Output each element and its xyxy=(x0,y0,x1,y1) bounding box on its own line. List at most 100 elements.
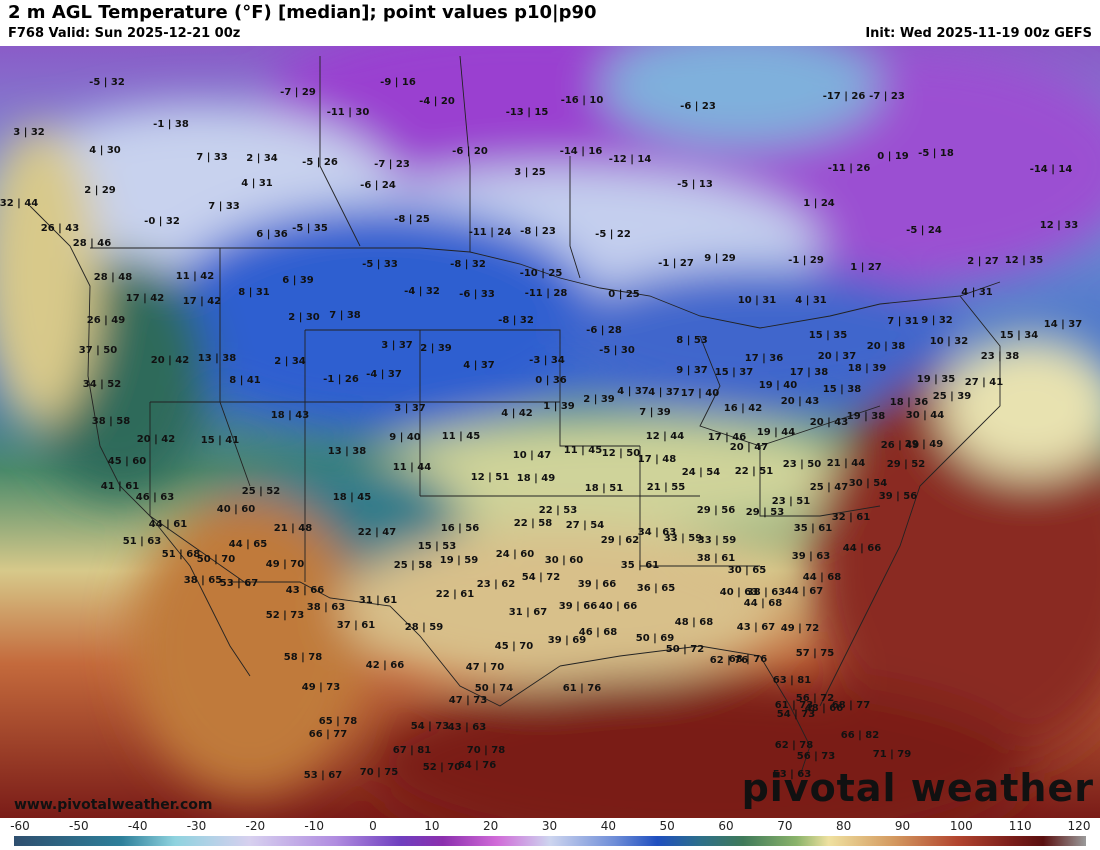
point-value-label: -8 | 32 xyxy=(450,259,486,270)
point-value-label: 53 | 63 xyxy=(773,769,811,780)
point-value-label: 57 | 75 xyxy=(796,648,834,659)
point-value-label: 12 | 33 xyxy=(1040,220,1078,231)
point-value-label: -1 | 27 xyxy=(658,258,694,269)
point-value-label: 10 | 31 xyxy=(738,295,776,306)
point-value-label: 36 | 65 xyxy=(637,583,675,594)
point-value-label: 52 | 73 xyxy=(266,610,304,621)
init-time: Init: Wed 2025-11-19 00z GEFS xyxy=(865,26,1092,41)
point-value-label: 47 | 70 xyxy=(466,662,504,673)
point-value-label: 30 | 54 xyxy=(849,478,887,489)
point-value-label: 53 | 67 xyxy=(304,770,342,781)
point-value-label: -11 | 28 xyxy=(525,288,568,299)
point-value-label: 49 | 70 xyxy=(266,559,304,570)
colorbar-tick: 20 xyxy=(483,819,499,833)
point-value-label: 17 | 36 xyxy=(745,353,783,364)
point-value-label: 22 | 53 xyxy=(539,505,577,516)
point-value-label: 0 | 19 xyxy=(877,151,909,162)
point-value-label: 50 | 72 xyxy=(666,644,704,655)
point-value-label: 44 | 66 xyxy=(843,543,881,554)
point-value-label: 27 | 54 xyxy=(566,520,604,531)
point-value-label: 21 | 55 xyxy=(647,482,685,493)
point-value-label: 28 | 48 xyxy=(94,272,132,283)
point-value-label: -8 | 25 xyxy=(394,214,430,225)
point-value-label: 39 | 56 xyxy=(879,491,917,502)
point-value-label: -0 | 32 xyxy=(144,216,180,227)
point-value-label: 20 | 43 xyxy=(781,396,819,407)
point-value-label: 37 | 50 xyxy=(79,345,117,356)
point-value-label: 2 | 34 xyxy=(246,153,278,164)
point-value-label: 38 | 58 xyxy=(92,416,130,427)
point-value-label: 46 | 68 xyxy=(579,627,617,638)
point-value-label: 26 | 49 xyxy=(87,315,125,326)
point-value-label: -8 | 23 xyxy=(520,226,556,237)
point-value-label: 9 | 32 xyxy=(921,315,953,326)
colorbar-tick: -10 xyxy=(304,819,324,833)
point-value-label: 3 | 37 xyxy=(394,403,426,414)
point-value-label: 37 | 61 xyxy=(337,620,375,631)
point-value-label: 7 | 39 xyxy=(639,407,671,418)
point-value-label: -16 | 10 xyxy=(561,95,604,106)
point-value-label: 68 | 76 xyxy=(729,654,767,665)
point-value-label: 21 | 48 xyxy=(274,523,312,534)
point-value-label: 46 | 63 xyxy=(136,492,174,503)
point-value-label: 16 | 42 xyxy=(724,403,762,414)
point-value-label: 49 | 73 xyxy=(302,682,340,693)
point-value-label: 22 | 61 xyxy=(436,589,474,600)
colorbar-tick: 40 xyxy=(600,819,616,833)
point-value-label: 16 | 56 xyxy=(441,523,479,534)
colorbar-tick: 100 xyxy=(949,819,973,833)
point-value-label: -14 | 16 xyxy=(560,146,603,157)
point-value-label: 13 | 38 xyxy=(328,446,366,457)
point-value-label: 17 | 40 xyxy=(681,388,719,399)
point-value-label: -5 | 30 xyxy=(599,345,635,356)
point-value-label: -1 | 38 xyxy=(153,119,189,130)
point-value-label: 22 | 58 xyxy=(514,518,552,529)
colorbar-tick: 110 xyxy=(1008,819,1032,833)
point-value-label: 33 | 59 xyxy=(698,535,736,546)
point-value-label: 17 | 48 xyxy=(638,454,676,465)
point-value-label: 3 | 37 xyxy=(381,340,413,351)
colorbar-tick: 80 xyxy=(836,819,852,833)
colorbar-tick: -60 xyxy=(10,819,30,833)
point-value-label: 8 | 53 xyxy=(676,335,708,346)
point-value-label: 12 | 44 xyxy=(646,431,684,442)
point-value-label: -9 | 16 xyxy=(380,77,416,88)
point-value-label: 26 | 49 xyxy=(881,440,919,451)
point-value-label: 11 | 42 xyxy=(176,271,214,282)
point-value-label: 2 | 39 xyxy=(420,343,452,354)
point-value-label: 17 | 46 xyxy=(708,432,746,443)
point-value-label: 40 | 66 xyxy=(599,601,637,612)
colorbar-tick: 60 xyxy=(718,819,734,833)
point-value-label: 35 | 61 xyxy=(621,560,659,571)
point-value-label: -4 | 20 xyxy=(419,96,455,107)
point-value-label: 24 | 60 xyxy=(496,549,534,560)
point-value-label: 45 | 60 xyxy=(108,456,146,467)
point-value-label: 4 | 42 xyxy=(501,408,533,419)
point-value-label: 12 | 35 xyxy=(1005,255,1043,266)
point-value-label: -6 | 24 xyxy=(360,180,396,191)
point-value-label: 38 | 63 xyxy=(307,602,345,613)
point-value-label: 43 | 63 xyxy=(448,722,486,733)
brand-logo: pivotal weather xyxy=(741,766,1094,810)
point-value-label: 65 | 78 xyxy=(319,716,357,727)
point-value-label: 4 | 30 xyxy=(89,145,121,156)
point-value-label: 19 | 59 xyxy=(440,555,478,566)
point-value-label: -4 | 32 xyxy=(404,286,440,297)
point-value-label: 6 | 39 xyxy=(282,275,314,286)
point-value-label: 68 | 77 xyxy=(832,700,870,711)
colorbar-tick: 120 xyxy=(1067,819,1091,833)
point-value-label: -4 | 37 xyxy=(366,369,402,380)
point-value-label: -6 | 20 xyxy=(452,146,488,157)
temperature-map[interactable]: -5 | 32 -7 | 29 -9 | 16 -4 | 20 -16 | 10 -6 |… xyxy=(0,46,1100,818)
point-value-label: 7 | 38 xyxy=(329,310,361,321)
point-value-label: 26 | 43 xyxy=(41,223,79,234)
colorbar-tick: -40 xyxy=(127,819,148,833)
map-title: 2 m AGL Temperature (°F) [median]; point… xyxy=(8,2,597,23)
point-value-label: 3 | 32 xyxy=(13,127,45,138)
point-value-label: 63 | 81 xyxy=(773,675,811,686)
point-value-label: 50 | 74 xyxy=(475,683,513,694)
point-value-label: 44 | 61 xyxy=(149,519,187,530)
point-value-label: 19 | 35 xyxy=(917,374,955,385)
point-value-label: 32 | 44 xyxy=(0,198,38,209)
point-value-label: 11 | 45 xyxy=(442,431,480,442)
